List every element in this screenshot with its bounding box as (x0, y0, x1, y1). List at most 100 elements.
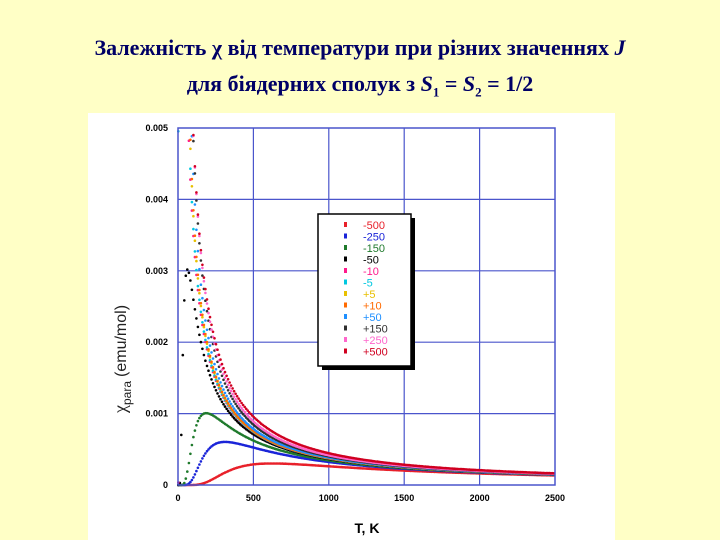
title-J: J (614, 35, 626, 60)
data-point (195, 228, 198, 232)
data-point (195, 191, 198, 194)
x-tick-label: 2000 (470, 493, 490, 503)
data-point (216, 392, 219, 395)
data-point (205, 298, 209, 301)
data-point (183, 481, 186, 485)
y-label-chi: χ (110, 405, 130, 414)
data-point (204, 338, 207, 342)
legend-marker (344, 256, 347, 262)
data-point (238, 399, 242, 403)
legend-marker (344, 291, 347, 296)
data-point (193, 473, 197, 476)
data-point (223, 370, 227, 374)
data-point (241, 418, 245, 421)
data-point (199, 340, 203, 344)
data-point (213, 337, 216, 340)
data-point (198, 416, 201, 420)
data-point (202, 353, 206, 357)
data-point (196, 213, 200, 216)
data-point (205, 309, 209, 313)
data-point (201, 457, 204, 460)
legend-entry: +500 (363, 347, 388, 359)
data-point (189, 279, 192, 282)
data-point (237, 397, 240, 400)
data-point (229, 389, 233, 393)
data-point (195, 424, 198, 427)
legend: -500-250-150-50-10-5+5+10+50+150+250+500 (317, 213, 415, 370)
data-point (195, 255, 198, 259)
data-point (186, 268, 189, 271)
data-point (202, 308, 206, 312)
data-point (187, 271, 191, 275)
data-point (199, 460, 203, 463)
data-point (210, 378, 213, 381)
data-point (195, 268, 198, 272)
data-point (220, 390, 224, 394)
data-point (187, 461, 191, 465)
data-point (222, 372, 225, 376)
title-S2: S (462, 71, 476, 96)
legend-entry: -250 (363, 232, 385, 244)
data-point (229, 413, 233, 417)
data-point (195, 199, 198, 202)
data-point (238, 409, 242, 412)
data-point (226, 397, 230, 401)
data-point (196, 249, 200, 253)
data-point (201, 315, 204, 319)
data-point (222, 366, 225, 370)
data-point (190, 288, 194, 292)
data-point (213, 362, 216, 366)
y-axis-label: χpara (emu/mol) (110, 305, 134, 414)
data-point (192, 298, 195, 301)
data-point (192, 476, 195, 479)
data-point (205, 328, 209, 332)
data-point (183, 299, 186, 302)
legend-marker (344, 302, 347, 308)
data-point (201, 266, 204, 270)
legend-marker (344, 268, 347, 273)
data-point (193, 203, 197, 206)
data-point (208, 344, 212, 347)
data-point (201, 296, 204, 300)
data-point (193, 250, 197, 253)
data-point (201, 263, 204, 267)
tick-labels: 0 500 1000 1500 2000 2500 0 0.001 0.002 0.003 0.00… (145, 123, 565, 503)
data-point (202, 325, 206, 329)
legend-marker (344, 314, 347, 319)
data-point (216, 348, 219, 351)
legend-entry: -50 (363, 255, 379, 267)
data-point (232, 389, 236, 393)
data-point (219, 370, 222, 373)
data-point (246, 409, 249, 412)
data-point (202, 454, 206, 458)
susceptibility-chart: 0 500 1000 1500 2000 2500 0 0.001 0.002 0.003 0.00… (110, 123, 565, 536)
data-point (226, 401, 230, 405)
data-point (193, 165, 197, 168)
x-tick-label: 1500 (394, 493, 414, 503)
data-point (198, 267, 201, 271)
title-text-2: від температури при різних значеннях (222, 35, 615, 60)
data-point (210, 328, 213, 331)
data-point (198, 242, 201, 245)
title-line-2: для біядерних сполук з S1 = S2 = 1/2 (0, 66, 720, 110)
x-tick-label: 500 (246, 493, 261, 503)
y-label-sub: para (120, 381, 134, 405)
data-point (243, 414, 246, 418)
data-point (199, 301, 203, 305)
data-point (204, 287, 207, 291)
data-point (213, 370, 216, 374)
data-point (189, 138, 192, 142)
data-point (196, 466, 200, 470)
data-point (205, 340, 209, 344)
data-point (181, 353, 185, 357)
data-point (189, 147, 192, 151)
data-point (217, 383, 221, 387)
data-point (186, 470, 189, 473)
title-chi: χ (211, 35, 223, 60)
data-point (223, 405, 227, 408)
data-point (228, 404, 231, 407)
slide-title: Залежність χ від температури при різних … (0, 30, 720, 110)
data-point (220, 384, 224, 388)
data-point (190, 185, 194, 188)
data-point (205, 364, 209, 368)
